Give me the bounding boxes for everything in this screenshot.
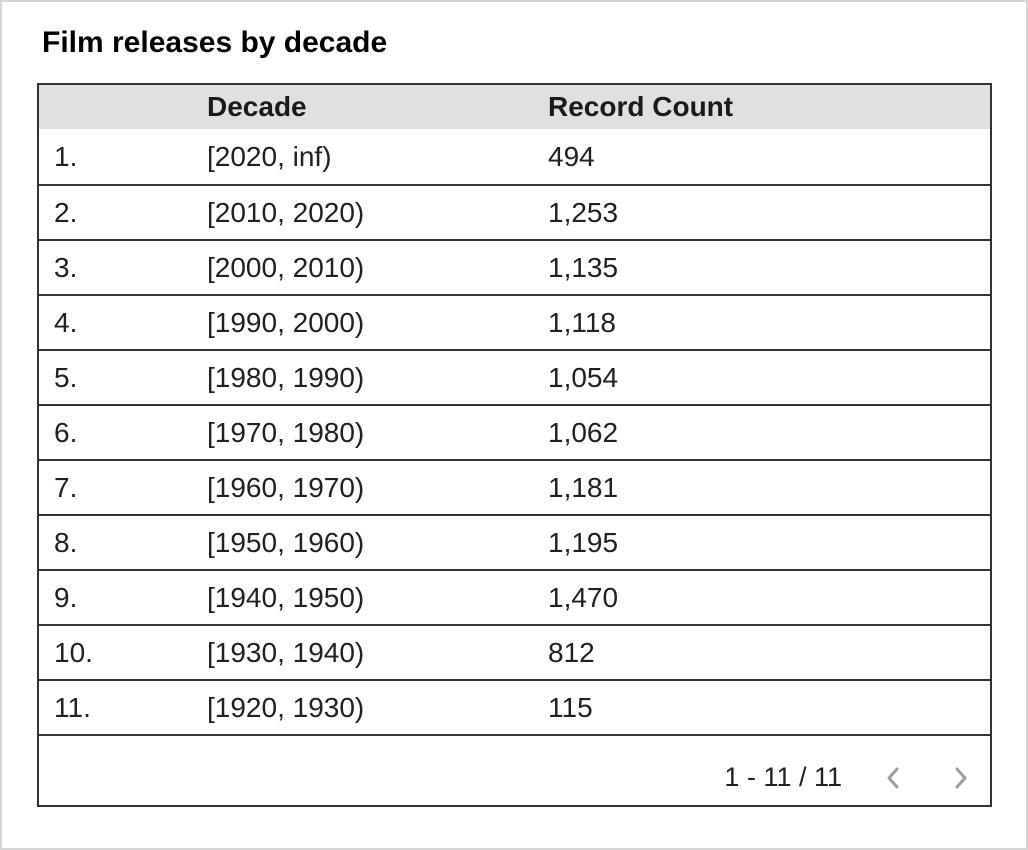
table-row: 6. [1970, 1980) 1,062 (39, 404, 990, 459)
decade-cell: [1980, 1990) (207, 361, 365, 393)
data-table: Decade Record Count 1. [2020, inf) 494 2… (37, 83, 992, 807)
row-number-cell: 7. (54, 471, 78, 503)
table-row: 7. [1960, 1970) 1,181 (39, 459, 990, 514)
header-cell-decade[interactable]: Decade (207, 91, 307, 122)
previous-page-button[interactable] (872, 756, 916, 800)
record-count-cell: 1,062 (548, 416, 619, 448)
decade-cell: [1940, 1950) (207, 581, 365, 613)
record-count-cell: 1,118 (548, 306, 616, 338)
table-row: 4. [1990, 2000) 1,118 (39, 294, 990, 349)
row-number-cell: 4. (54, 306, 78, 338)
table-header-row: Decade Record Count (39, 85, 990, 129)
next-page-button[interactable] (938, 756, 982, 800)
pagination-range-label: 1 - 11 / 11 (724, 762, 842, 792)
row-number-cell: 6. (54, 416, 78, 448)
table-row: 3. [2000, 2010) 1,135 (39, 239, 990, 294)
record-count-cell: 1,253 (548, 196, 619, 228)
record-count-cell: 812 (548, 636, 595, 668)
table-row: 5. [1980, 1990) 1,054 (39, 349, 990, 404)
decade-cell: [2020, inf) (207, 140, 332, 172)
decade-cell: [1970, 1980) (207, 416, 365, 448)
row-number-cell: 8. (54, 526, 78, 558)
table-body: 1. [2020, inf) 494 2. [2010, 2020) 1,253… (39, 129, 990, 734)
table-row: 8. [1950, 1960) 1,195 (39, 514, 990, 569)
header-cell-record-count[interactable]: Record Count (548, 91, 734, 122)
row-number-cell: 11. (54, 691, 91, 723)
table-row: 10. [1930, 1940) 812 (39, 624, 990, 679)
decade-cell: [1930, 1940) (207, 636, 365, 668)
decade-cell: [1990, 2000) (207, 306, 365, 338)
decade-cell: [1950, 1960) (207, 526, 365, 558)
table-row: 2. [2010, 2020) 1,253 (39, 184, 990, 239)
record-count-cell: 494 (548, 140, 595, 172)
decade-cell: [2010, 2020) (207, 196, 365, 228)
chevron-left-icon (881, 765, 907, 791)
record-count-cell: 1,470 (548, 581, 619, 613)
record-count-cell: 1,135 (548, 251, 619, 283)
decade-cell: [1960, 1970) (207, 471, 365, 503)
row-number-cell: 5. (54, 361, 78, 393)
table-footer: 1 - 11 / 11 (39, 734, 990, 805)
table-row: 11. [1920, 1930) 115 (39, 679, 990, 734)
row-number-cell: 9. (54, 581, 78, 613)
row-number-cell: 3. (54, 251, 78, 283)
table-row: 9. [1940, 1950) 1,470 (39, 569, 990, 624)
record-count-cell: 115 (548, 691, 593, 723)
record-count-cell: 1,054 (548, 361, 619, 393)
record-count-cell: 1,181 (548, 471, 619, 503)
decade-cell: [2000, 2010) (207, 251, 365, 283)
row-number-cell: 2. (54, 196, 78, 228)
record-count-cell: 1,195 (548, 526, 619, 558)
table-row: 1. [2020, inf) 494 (39, 129, 990, 184)
page-title: Film releases by decade (42, 26, 388, 59)
chevron-right-icon (947, 765, 973, 791)
row-number-cell: 1. (54, 140, 78, 172)
row-number-cell: 10. (54, 636, 93, 668)
decade-cell: [1920, 1930) (207, 691, 365, 723)
